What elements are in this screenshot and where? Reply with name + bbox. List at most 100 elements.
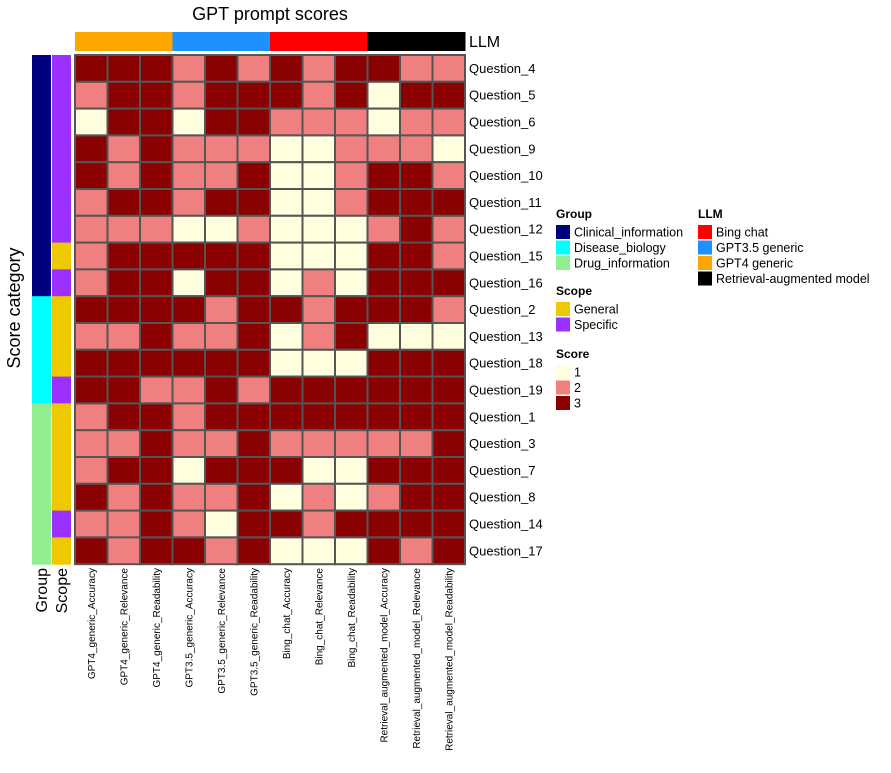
scope-annotation-cell bbox=[52, 189, 71, 217]
heatmap-cell bbox=[269, 214, 304, 244]
heatmap-cell bbox=[301, 482, 336, 512]
heatmap-cell bbox=[139, 429, 174, 459]
heatmap-cell bbox=[236, 375, 271, 405]
heatmap-cell bbox=[236, 509, 271, 539]
scope-annotation-cell bbox=[52, 349, 71, 378]
group-annotation-cell bbox=[32, 242, 51, 270]
scope-annotation-cell bbox=[52, 483, 71, 512]
heatmap-cell bbox=[269, 429, 304, 459]
heatmap-cell bbox=[366, 268, 401, 298]
row-label: Question_8 bbox=[469, 490, 536, 505]
heatmap-cell bbox=[269, 402, 304, 432]
heatmap-cell bbox=[204, 456, 239, 485]
group-annotation-cell bbox=[32, 296, 51, 324]
heatmap-cell bbox=[399, 161, 434, 190]
heatmap-cell bbox=[106, 456, 141, 485]
heatmap-cell bbox=[366, 295, 401, 325]
heatmap-cell bbox=[366, 80, 401, 110]
legend-label: Disease_biology bbox=[574, 241, 666, 255]
heatmap-cell bbox=[106, 54, 141, 83]
heatmap-cell bbox=[431, 509, 466, 539]
heatmap-cell bbox=[236, 241, 271, 271]
heatmap-cell bbox=[334, 161, 369, 190]
heatmap-cell bbox=[301, 348, 336, 378]
heatmap-cell bbox=[366, 402, 401, 432]
heatmap-cell bbox=[204, 429, 239, 459]
heatmap-cell bbox=[171, 80, 206, 110]
heatmap-cell bbox=[366, 429, 401, 459]
heatmap-cell bbox=[269, 322, 304, 351]
heatmap-cell bbox=[431, 214, 466, 244]
heatmap-cell bbox=[301, 322, 336, 351]
llm-annotation-cell bbox=[367, 32, 401, 51]
scope-annotation-cell bbox=[52, 108, 71, 136]
legend-label: 2 bbox=[574, 381, 581, 395]
heatmap-cell bbox=[399, 348, 434, 378]
heatmap-cell bbox=[171, 375, 206, 405]
heatmap-cell bbox=[366, 322, 401, 351]
heatmap-cell bbox=[334, 402, 369, 432]
legend-swatch bbox=[556, 317, 570, 332]
column-label: GPT3.5_generic_Accuracy bbox=[184, 568, 195, 688]
scope-annotation-cell bbox=[52, 537, 71, 565]
column-label: Retrieval_augmented_model_Readability bbox=[444, 568, 455, 751]
heatmap-cell bbox=[236, 54, 271, 83]
heatmap-cell bbox=[106, 322, 141, 351]
heatmap-cell bbox=[269, 161, 304, 190]
legend-label: Retrieval-augmented model bbox=[716, 272, 870, 286]
heatmap-cell bbox=[399, 536, 434, 566]
heatmap-cell bbox=[139, 80, 174, 110]
heatmap-cell bbox=[171, 107, 206, 137]
heatmap-cell bbox=[301, 241, 336, 271]
heatmap-cell bbox=[366, 482, 401, 512]
heatmap-cell bbox=[74, 536, 109, 566]
scope-annotation-cell bbox=[52, 376, 71, 404]
scope-annotation-cell bbox=[52, 296, 71, 324]
heatmap-cell bbox=[139, 322, 174, 351]
heatmap-cell bbox=[74, 134, 109, 164]
heatmap-cell bbox=[139, 295, 174, 325]
legend-group: Group Clinical_informationDisease_biolog… bbox=[556, 207, 683, 271]
heatmap-cell bbox=[171, 348, 206, 378]
scope-annotation-cell bbox=[52, 403, 71, 431]
legend-swatch bbox=[556, 396, 570, 410]
legend-label: 3 bbox=[574, 397, 581, 411]
heatmap-cell bbox=[171, 161, 206, 190]
heatmap-cell bbox=[334, 134, 369, 164]
heatmap-cell bbox=[431, 429, 466, 459]
scope-annotation-cell bbox=[52, 215, 71, 244]
heatmap-cell bbox=[171, 188, 206, 217]
heatmap-cell bbox=[334, 214, 369, 244]
group-annotation-cell bbox=[32, 162, 51, 190]
heatmap-cell bbox=[106, 80, 141, 110]
heatmap-cell bbox=[399, 54, 434, 83]
legend-score: Score 12 3 bbox=[556, 347, 590, 411]
heatmap-cell bbox=[106, 188, 141, 217]
row-label: Question_10 bbox=[469, 168, 543, 183]
heatmap-cell bbox=[204, 214, 239, 244]
row-label: Question_14 bbox=[469, 517, 543, 532]
heatmap-cell bbox=[431, 80, 466, 110]
heatmap-cell bbox=[431, 161, 466, 190]
heatmap-cell bbox=[334, 536, 369, 566]
heatmap-cell bbox=[366, 456, 401, 485]
heatmap-cell bbox=[269, 456, 304, 485]
heatmap-cell bbox=[431, 107, 466, 137]
heatmap-cell bbox=[204, 295, 239, 325]
heatmap-cell bbox=[139, 268, 174, 298]
heatmap-cell bbox=[269, 348, 304, 378]
column-label: Bing_chat_Relevance bbox=[314, 568, 325, 666]
legend-swatch bbox=[556, 256, 570, 270]
heatmap-cell bbox=[236, 268, 271, 298]
heatmap-cell bbox=[139, 107, 174, 137]
heatmap-cell bbox=[399, 295, 434, 325]
llm-annotation-label: LLM bbox=[469, 34, 500, 51]
heatmap-cell bbox=[366, 134, 401, 164]
heatmap-cell bbox=[399, 107, 434, 137]
llm-annotation-cell bbox=[302, 32, 336, 51]
heatmap-cell bbox=[301, 509, 336, 539]
heatmap-cell bbox=[301, 375, 336, 405]
heatmap-cell bbox=[106, 241, 141, 271]
heatmap-cell bbox=[399, 509, 434, 539]
heatmap-cell bbox=[171, 509, 206, 539]
